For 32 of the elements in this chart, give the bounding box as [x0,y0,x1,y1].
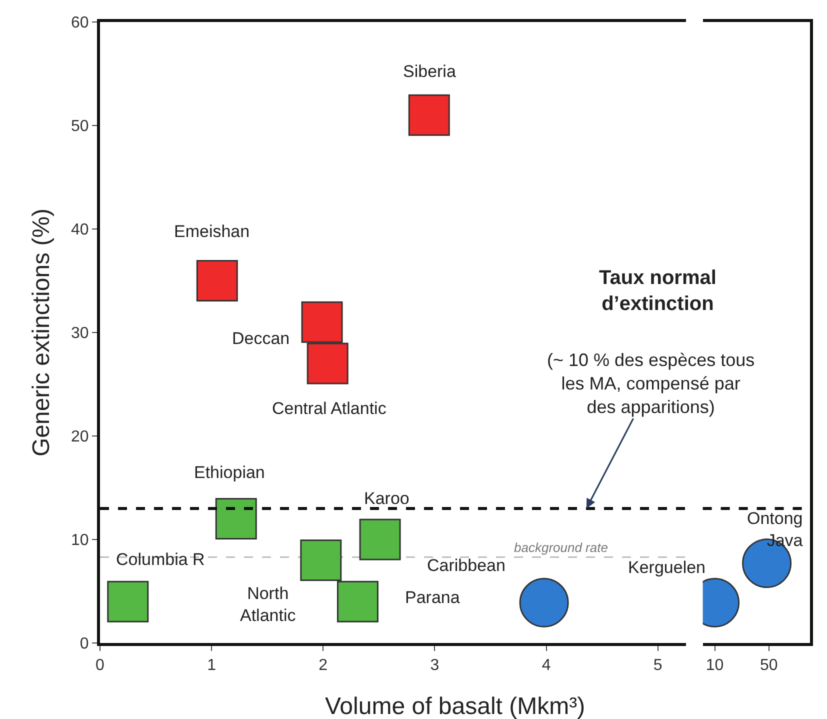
annotation: Emeishan [174,222,250,241]
x-tick-label: 0 [96,657,105,674]
x-tick-label: 5 [653,657,662,674]
y-tick-label: 20 [71,428,89,446]
y-tick-label: 50 [71,118,89,136]
ref-line-label: background rate [514,540,608,555]
y-tick-label: 10 [71,532,89,550]
annotation: Columbia R [116,550,205,569]
annotation: Deccan [232,329,290,348]
annotation: (~ 10 % des espèces tous les MA, compensé par des apparitions) [547,350,755,417]
y-axis-title: Generic extinctions (%) [28,208,56,457]
y-tick-label: 0 [80,636,89,653]
y-tick-label: 40 [71,222,89,239]
y-tick-label: 60 [71,14,89,32]
annotation: Karoo [364,489,410,508]
annotation: Kerguelen [628,558,706,577]
x-tick-label: 2 [318,657,328,674]
x-tick-label: 50 [760,657,778,674]
y-tick-label: 30 [71,325,89,342]
x-tick-label: 4 [542,657,551,674]
annotation: Siberia [403,62,456,81]
x-tick-label: 3 [430,657,440,674]
annotation: Caribbean [427,556,506,575]
annotation: North Atlantic [240,584,296,626]
annotation: Central Atlantic [272,399,387,418]
annotation: Taux normal d’extinction [599,267,716,315]
x-tick-label: 10 [706,657,724,674]
annotation: Parana [405,588,460,607]
x-tick-label: 1 [207,657,216,674]
annotation: Ontong Java [747,509,804,550]
annotation: Ethiopian [194,463,265,482]
x-axis-title: Volume of basalt (Mkm³) [325,693,586,719]
